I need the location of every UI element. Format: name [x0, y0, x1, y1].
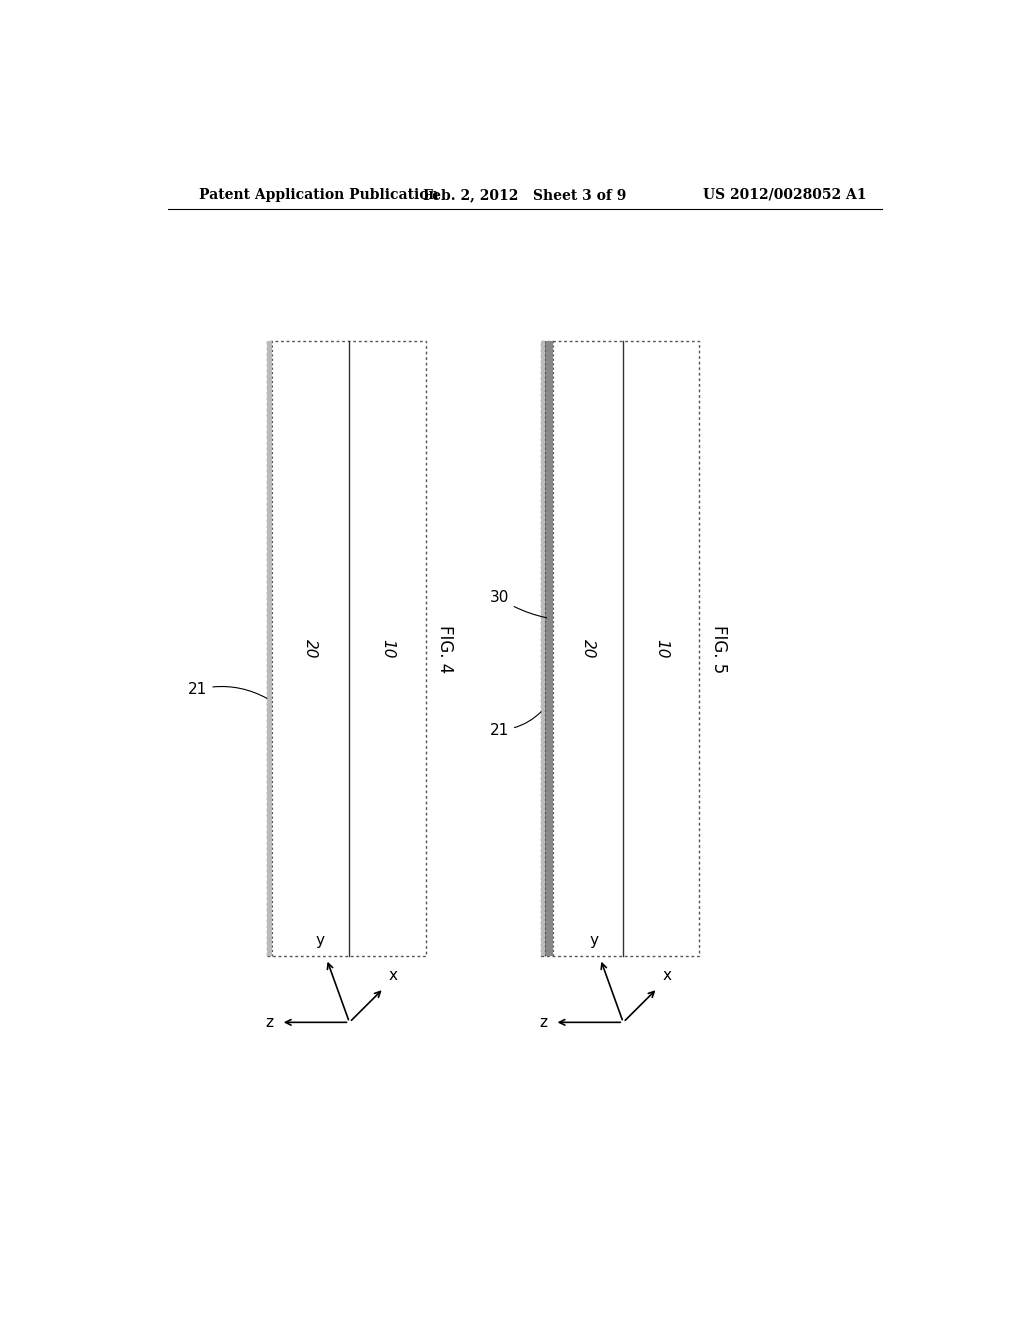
- Text: FIG. 4: FIG. 4: [436, 624, 455, 673]
- Text: Feb. 2, 2012   Sheet 3 of 9: Feb. 2, 2012 Sheet 3 of 9: [423, 187, 627, 202]
- Text: z: z: [540, 1015, 547, 1030]
- Text: FIG. 5: FIG. 5: [711, 624, 728, 673]
- Bar: [541, 342, 546, 956]
- Text: 20: 20: [303, 639, 318, 659]
- Text: Patent Application Publication: Patent Application Publication: [200, 187, 439, 202]
- Text: x: x: [389, 969, 397, 983]
- FancyBboxPatch shape: [267, 342, 426, 956]
- Text: y: y: [315, 933, 325, 948]
- Bar: [267, 342, 271, 956]
- Text: 10: 10: [380, 639, 395, 659]
- FancyBboxPatch shape: [541, 342, 699, 956]
- Text: US 2012/0028052 A1: US 2012/0028052 A1: [702, 187, 866, 202]
- Text: 20: 20: [581, 639, 596, 659]
- Text: 21: 21: [489, 711, 541, 738]
- Bar: [546, 342, 553, 956]
- Text: z: z: [265, 1015, 273, 1030]
- Text: y: y: [590, 933, 598, 948]
- Text: 10: 10: [653, 639, 669, 659]
- Text: x: x: [663, 969, 672, 983]
- Text: 30: 30: [489, 590, 547, 618]
- Text: 21: 21: [188, 682, 267, 698]
